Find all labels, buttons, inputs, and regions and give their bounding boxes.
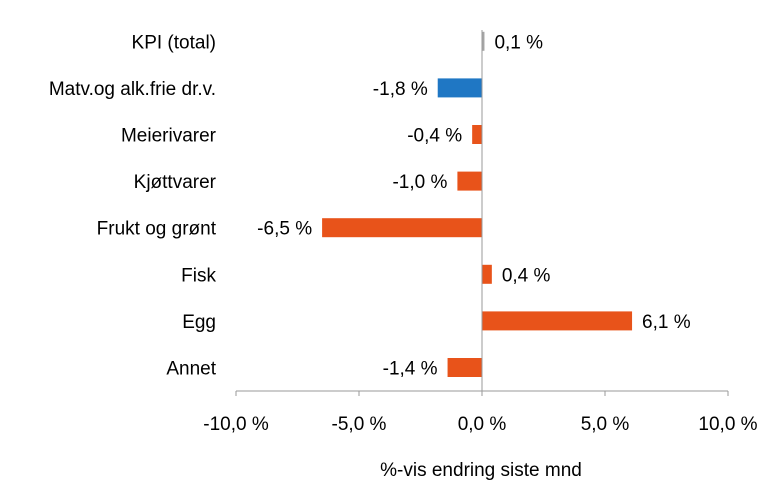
x-tick-label-4: 10,0 % (698, 414, 757, 435)
bar-4 (322, 218, 482, 238)
data-labels-layer: 0,1 % -1,8 % -0,4 % -1,0 % -6,5 % 0,4 % 6,1 % -… (257, 32, 691, 379)
bar-3 (457, 171, 482, 191)
x-tick-label-1: -5,0 % (332, 414, 387, 435)
data-label-2: -0,4 % (407, 126, 462, 147)
category-label-0: KPI (total) (132, 32, 216, 53)
data-label-4: -6,5 % (257, 219, 312, 240)
data-label-0: 0,1 % (494, 32, 543, 53)
data-label-5: 0,4 % (502, 265, 551, 286)
x-tick-label-2: 0,0 % (458, 414, 507, 435)
bar-6 (482, 311, 633, 331)
bar-1 (437, 78, 482, 98)
bar-2 (472, 125, 482, 144)
bar-7 (447, 358, 482, 377)
category-label-3: Kjøttvarer (134, 172, 217, 193)
bar-0 (482, 31, 485, 51)
bar-5 (482, 264, 492, 284)
category-label-7: Annet (166, 359, 216, 380)
category-label-6: Egg (182, 312, 216, 333)
category-label-4: Frukt og grønt (97, 219, 217, 240)
category-label-5: Fisk (181, 265, 216, 286)
data-label-1: -1,8 % (373, 79, 428, 100)
category-labels-layer: KPI (total) Matv.og alk.frie dr.v. Meieriv… (49, 32, 217, 379)
x-ticks-layer: -10,0 % -5,0 % 0,0 % 5,0 % 10,0 % (203, 391, 758, 435)
x-tick-label-0: -10,0 % (203, 414, 269, 435)
category-label-2: Meierivarer (121, 126, 217, 147)
bars-layer (322, 31, 633, 377)
data-label-3: -1,0 % (392, 172, 447, 193)
x-axis-title: %-vis endring siste mnd (380, 460, 582, 481)
data-label-7: -1,4 % (383, 359, 438, 380)
x-tick-label-3: 5,0 % (581, 414, 630, 435)
data-label-6: 6,1 % (642, 312, 691, 333)
category-label-1: Matv.og alk.frie dr.v. (49, 79, 216, 100)
